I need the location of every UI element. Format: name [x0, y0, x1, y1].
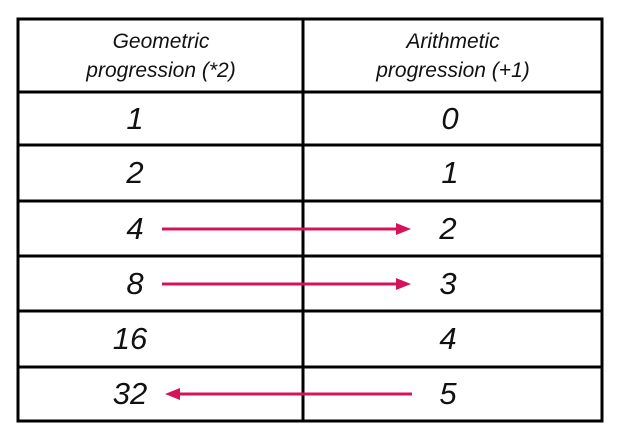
arrow-row-6: [165, 388, 412, 400]
arrow-row-3: [162, 223, 411, 235]
arithmetic-value-row-5: 4: [439, 321, 457, 356]
arithmetic-value-row-2: 1: [441, 155, 459, 190]
arithmetic-value-row-6: 5: [439, 376, 457, 411]
geometric-value-row-5: 16: [112, 321, 148, 356]
geometric-value-row-1: 1: [126, 100, 144, 136]
table-border: [16, 17, 604, 423]
geometric-value-row-4: 8: [126, 265, 144, 301]
arrow-head: [396, 278, 411, 290]
geometric-value-row-3: 4: [126, 210, 144, 246]
arithmetic-value-row-1: 0: [441, 100, 459, 136]
arrow-head: [165, 388, 180, 400]
arithmetic-value-row-3: 2: [439, 210, 457, 246]
arrow-row-4: [162, 278, 411, 290]
geometric-value-row-2: 2: [126, 155, 144, 190]
geometric-value-row-6: 32: [112, 376, 148, 411]
header-geometric: Geometric progression (*2): [86, 29, 236, 82]
arrow-head: [396, 223, 411, 235]
header-arithmetic: Arithmetic progression (+1): [376, 29, 530, 82]
arithmetic-value-row-4: 3: [439, 265, 457, 301]
